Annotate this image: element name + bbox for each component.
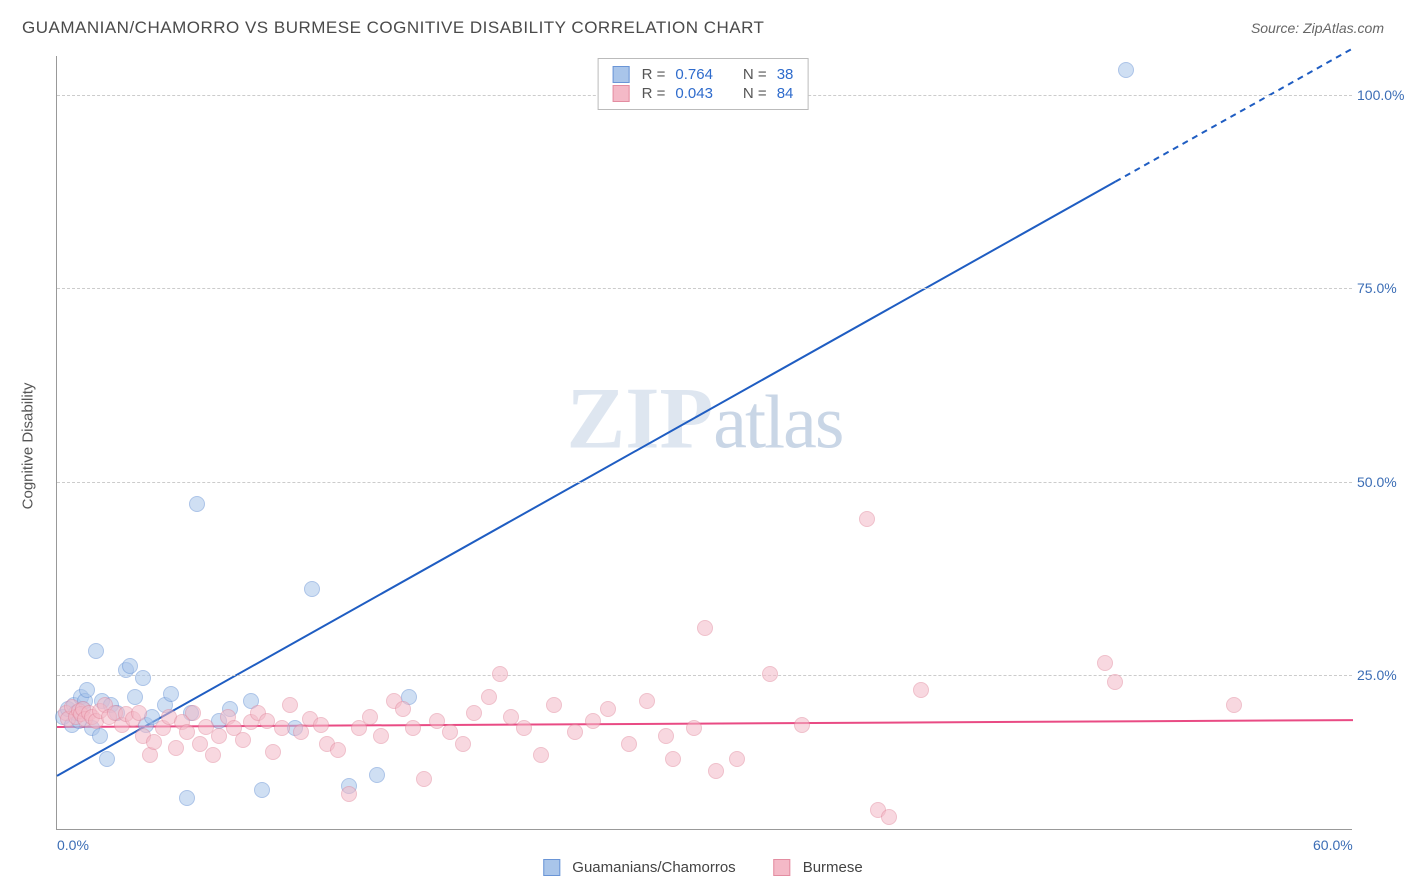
r-label: R = [642,66,666,83]
data-point-burmese [455,736,471,752]
data-point-burmese [442,724,458,740]
correlation-legend: R = 0.764 N = 38 R = 0.043 N = 84 [598,58,809,110]
data-point-guamanian [179,790,195,806]
y-tick-label: 100.0% [1357,87,1406,103]
swatch-burmese [774,859,791,876]
n-label: N = [743,66,767,83]
r-label: R = [642,85,666,102]
data-point-burmese [185,705,201,721]
data-point-burmese [585,713,601,729]
n-value: 84 [777,85,794,102]
data-point-burmese [146,734,162,750]
data-point-guamanian [99,751,115,767]
data-point-burmese [1097,655,1113,671]
data-point-guamanian [254,782,270,798]
swatch-burmese [613,85,630,102]
data-point-burmese [729,751,745,767]
gridline [57,482,1352,483]
data-point-burmese [697,620,713,636]
data-point-burmese [205,747,221,763]
data-point-guamanian [135,670,151,686]
r-value: 0.043 [675,85,713,102]
data-point-burmese [533,747,549,763]
data-point-guamanian [369,767,385,783]
data-point-burmese [265,744,281,760]
data-point-burmese [621,736,637,752]
plot-area: ZIPatlas 25.0%50.0%75.0%100.0%0.0%60.0% [56,56,1352,830]
data-point-burmese [405,720,421,736]
data-point-burmese [658,728,674,744]
corr-legend-row-guamanian: R = 0.764 N = 38 [613,65,794,84]
data-point-burmese [665,751,681,767]
data-point-guamanian [163,686,179,702]
x-tick-label: 60.0% [1313,837,1353,853]
data-point-burmese [708,763,724,779]
data-point-burmese [235,732,251,748]
data-point-burmese [600,701,616,717]
data-point-burmese [395,701,411,717]
swatch-guamanian [613,66,630,83]
data-point-guamanian [189,496,205,512]
data-point-guamanian [122,658,138,674]
data-point-burmese [416,771,432,787]
data-point-guamanian [92,728,108,744]
data-point-burmese [762,666,778,682]
x-tick-label: 0.0% [57,837,89,853]
data-point-burmese [362,709,378,725]
data-point-burmese [859,511,875,527]
data-point-burmese [881,809,897,825]
y-axis-label: Cognitive Disability [20,383,37,510]
data-point-burmese [131,705,147,721]
data-point-burmese [274,720,290,736]
data-point-burmese [1226,697,1242,713]
data-point-burmese [639,693,655,709]
legend-item-guamanian: Guamanians/Chamorros [543,859,735,876]
data-point-guamanian [304,581,320,597]
trend-line-guamanian [57,182,1115,776]
data-point-burmese [429,713,445,729]
n-label: N = [743,85,767,102]
data-point-burmese [686,720,702,736]
data-point-burmese [259,713,275,729]
data-point-guamanian [1118,62,1134,78]
data-point-burmese [341,786,357,802]
data-point-burmese [179,724,195,740]
data-point-burmese [794,717,810,733]
legend-item-burmese: Burmese [774,859,863,876]
data-point-burmese [1107,674,1123,690]
trend-line-dashed-guamanian [1115,48,1353,181]
data-point-burmese [567,724,583,740]
data-point-guamanian [127,689,143,705]
legend-label: Burmese [803,859,863,876]
data-point-guamanian [79,682,95,698]
data-point-burmese [481,689,497,705]
data-point-burmese [192,736,208,752]
data-point-burmese [373,728,389,744]
data-point-burmese [330,742,346,758]
data-point-guamanian [88,643,104,659]
data-point-burmese [466,705,482,721]
gridline [57,675,1352,676]
data-point-burmese [516,720,532,736]
legend-label: Guamanians/Chamorros [572,859,735,876]
data-point-burmese [211,728,227,744]
n-value: 38 [777,66,794,83]
data-point-burmese [282,697,298,713]
corr-legend-row-burmese: R = 0.043 N = 84 [613,84,794,103]
gridline [57,288,1352,289]
data-point-burmese [913,682,929,698]
series-legend: Guamanians/Chamorros Burmese [543,859,862,876]
data-point-burmese [492,666,508,682]
data-point-burmese [546,697,562,713]
source-label: Source: ZipAtlas.com [1251,20,1384,36]
data-point-burmese [313,717,329,733]
r-value: 0.764 [675,66,713,83]
chart-title: GUAMANIAN/CHAMORRO VS BURMESE COGNITIVE … [22,18,764,38]
y-tick-label: 50.0% [1357,474,1406,490]
y-tick-label: 25.0% [1357,667,1406,683]
data-point-burmese [168,740,184,756]
y-tick-label: 75.0% [1357,280,1406,296]
swatch-guamanian [543,859,560,876]
data-point-burmese [503,709,519,725]
